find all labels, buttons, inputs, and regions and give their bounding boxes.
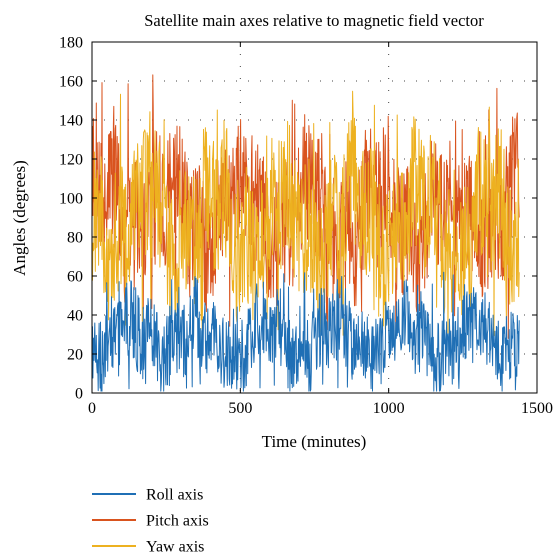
y-tick-label: 180 <box>59 35 83 52</box>
chart-title: Satellite main axes relative to magnetic… <box>144 11 484 30</box>
series-group <box>91 74 520 392</box>
series-line-roll-axis <box>91 271 520 392</box>
legend-label: Roll axis <box>146 487 203 504</box>
y-tick-label: 80 <box>67 230 83 247</box>
x-tick-label: 500 <box>228 400 252 417</box>
y-axis-label: Angles (degrees) <box>10 160 29 276</box>
legend-label: Pitch axis <box>146 513 209 530</box>
x-tick-label: 0 <box>88 400 96 417</box>
x-tick-label: 1000 <box>373 400 405 417</box>
y-tick-label: 160 <box>59 74 83 91</box>
axis-ticks: 0 20 40 60 80 100 120 140 160 180 0 500 1000 1500 <box>59 35 553 418</box>
plot-frame <box>91 41 538 394</box>
y-tick-label: 20 <box>67 347 83 364</box>
y-tick-label: 100 <box>59 191 83 208</box>
legend-label: Yaw axis <box>146 539 204 556</box>
y-tick-label: 0 <box>75 386 83 403</box>
legend: Roll axis Pitch axis Yaw axis <box>92 487 209 556</box>
x-axis-label: Time (minutes) <box>262 432 367 451</box>
y-tick-label: 120 <box>59 152 83 169</box>
y-tick-label: 140 <box>59 113 83 130</box>
x-tick-label: 1500 <box>521 400 553 417</box>
y-tick-label: 40 <box>67 308 83 325</box>
y-tick-label: 60 <box>67 269 83 286</box>
